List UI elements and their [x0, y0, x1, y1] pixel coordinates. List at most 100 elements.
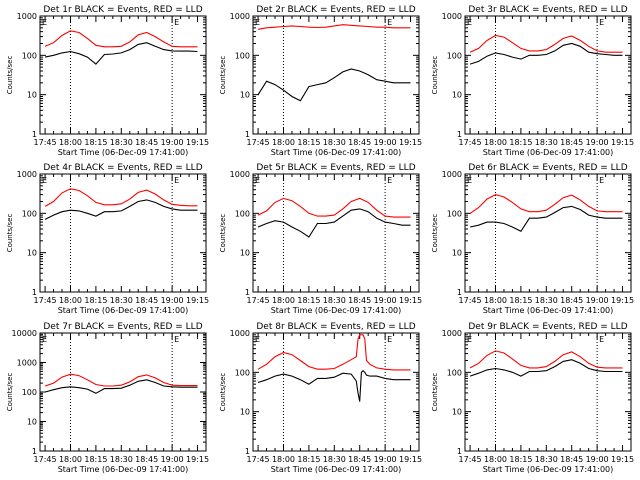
x-tick-label: 18:15	[509, 296, 532, 305]
x-tick-label: 19:15	[186, 138, 209, 147]
x-tick-label: 17:45	[247, 138, 270, 147]
y-axis-label: Counts/sec	[431, 56, 439, 95]
panel-frame	[252, 15, 420, 135]
y-tick-label: 1000	[17, 359, 37, 368]
series-line-events	[469, 42, 623, 65]
y-tick-label: 1	[457, 130, 462, 139]
x-tick-label: 18:30	[323, 455, 346, 464]
x-tick-label: 17:45	[34, 296, 57, 305]
y-tick-label: 1000	[230, 170, 250, 179]
panel-title: Det 1r BLACK = Events, RED = LLD	[43, 5, 202, 15]
y-tick-label: 100	[447, 368, 462, 377]
y-tick-label: 10	[240, 249, 250, 258]
y-tick-label: 1000	[17, 12, 37, 21]
series-line-events	[44, 379, 198, 394]
x-tick-label: 19:15	[399, 455, 422, 464]
x-tick-label: 18:45	[560, 138, 583, 147]
x-tick-label: 18:30	[323, 138, 346, 147]
x-tick-label: 17:45	[459, 138, 482, 147]
series-line-lld	[469, 34, 623, 53]
chart-panel-9: Det 9r BLACK = Events, RED = LLD 1 10 100 10…	[431, 322, 634, 474]
y-tick-label: 10	[452, 91, 462, 100]
series-line-events	[469, 359, 623, 377]
x-tick-label: 19:15	[611, 296, 634, 305]
x-tick-label: 19:00	[374, 296, 397, 305]
y-tick-label: 1	[457, 447, 462, 456]
x-tick-label: 19:15	[399, 138, 422, 147]
x-tick-label: 17:45	[247, 455, 270, 464]
chart-panel-1: Det 1r BLACK = Events, RED = LLD 1 10 100 10…	[6, 5, 209, 157]
corner-flag-right: E	[174, 18, 179, 27]
x-tick-label: 18:00	[59, 138, 82, 147]
x-tick-label: 18:15	[297, 138, 320, 147]
y-axis-label: Counts/sec	[219, 56, 227, 95]
x-axis-label: Start Time (06-Dec-09 17:41:00)	[271, 465, 402, 474]
panel-frame	[252, 332, 420, 452]
x-tick-label: 19:00	[586, 138, 609, 147]
panel-title: Det 9r BLACK = Events, RED = LLD	[468, 322, 627, 332]
x-tick-label: 19:15	[186, 455, 209, 464]
y-tick-label: 1	[32, 130, 37, 139]
x-axis-label: Start Time (06-Dec-09 17:41:00)	[58, 306, 189, 315]
series-line-lld	[258, 24, 411, 30]
y-tick-label: 1	[245, 288, 250, 297]
corner-flag-right: E	[174, 335, 179, 344]
panel-frame	[39, 15, 207, 135]
x-tick-label: 18:30	[110, 455, 133, 464]
chart-panel-6: Det 6r BLACK = Events, RED = LLD 1 10 100 10…	[431, 163, 634, 315]
panel-frame	[39, 332, 207, 452]
series-line-lld	[469, 350, 623, 369]
chart-panel-8: Det 8r BLACK = Events, RED = LLD 1 10 100 10…	[219, 322, 422, 474]
corner-flag-left: E	[255, 176, 260, 185]
x-tick-label: 18:30	[535, 138, 558, 147]
series-line-lld	[257, 334, 411, 371]
y-tick-label: 1000	[442, 12, 462, 21]
x-tick-label: 18:00	[484, 296, 507, 305]
series-line-lld	[44, 30, 198, 48]
corner-flag-left: E	[467, 18, 472, 27]
y-tick-label: 100	[22, 388, 37, 397]
y-axis-label: Counts/sec	[6, 56, 14, 95]
chart-panel-2: Det 2r BLACK = Events, RED = LLD 1 10 100 10…	[219, 5, 422, 157]
x-tick-label: 18:00	[484, 138, 507, 147]
x-tick-label: 18:45	[560, 455, 583, 464]
chart-panel-7: Det 7r BLACK = Events, RED = LLD 1 10 100 10…	[6, 322, 209, 474]
x-tick-label: 18:45	[135, 296, 158, 305]
y-tick-label: 100	[22, 51, 37, 60]
corner-flag-left: E	[467, 176, 472, 185]
x-axis-label: Start Time (06-Dec-09 17:41:00)	[271, 148, 402, 157]
x-tick-label: 18:15	[84, 296, 107, 305]
corner-flag-right: E	[599, 18, 604, 27]
y-tick-label: 1	[32, 447, 37, 456]
x-tick-label: 18:00	[59, 455, 82, 464]
x-tick-label: 18:15	[84, 455, 107, 464]
y-tick-label: 100	[447, 51, 462, 60]
x-axis-label: Start Time (06-Dec-09 17:41:00)	[271, 306, 402, 315]
corner-flag-left: E	[467, 335, 472, 344]
series-line-events	[44, 199, 198, 220]
panel-title: Det 6r BLACK = Events, RED = LLD	[468, 163, 627, 173]
y-tick-label: 1000	[17, 170, 37, 179]
x-tick-label: 17:45	[459, 455, 482, 464]
chart-panel-4: Det 4r BLACK = Events, RED = LLD 1 10 100 10…	[6, 163, 209, 315]
corner-flag-right: E	[387, 18, 392, 27]
series-line-events	[257, 68, 411, 102]
y-tick-label: 1000	[442, 170, 462, 179]
x-tick-label: 18:00	[484, 455, 507, 464]
x-axis-label: Start Time (06-Dec-09 17:41:00)	[483, 148, 614, 157]
x-tick-label: 18:45	[135, 138, 158, 147]
x-tick-label: 18:45	[348, 138, 371, 147]
y-tick-label: 1	[457, 288, 462, 297]
x-tick-label: 19:00	[374, 455, 397, 464]
x-tick-label: 18:15	[84, 138, 107, 147]
panel-title: Det 2r BLACK = Events, RED = LLD	[256, 5, 415, 15]
y-tick-label: 1	[245, 130, 250, 139]
x-tick-label: 19:15	[611, 455, 634, 464]
x-tick-label: 18:15	[297, 455, 320, 464]
panel-frame	[464, 15, 632, 135]
x-tick-label: 19:00	[161, 455, 184, 464]
corner-flag-left: E	[255, 335, 260, 344]
series-line-events	[257, 369, 411, 402]
panel-title: Det 8r BLACK = Events, RED = LLD	[256, 322, 415, 332]
x-tick-label: 18:45	[348, 455, 371, 464]
